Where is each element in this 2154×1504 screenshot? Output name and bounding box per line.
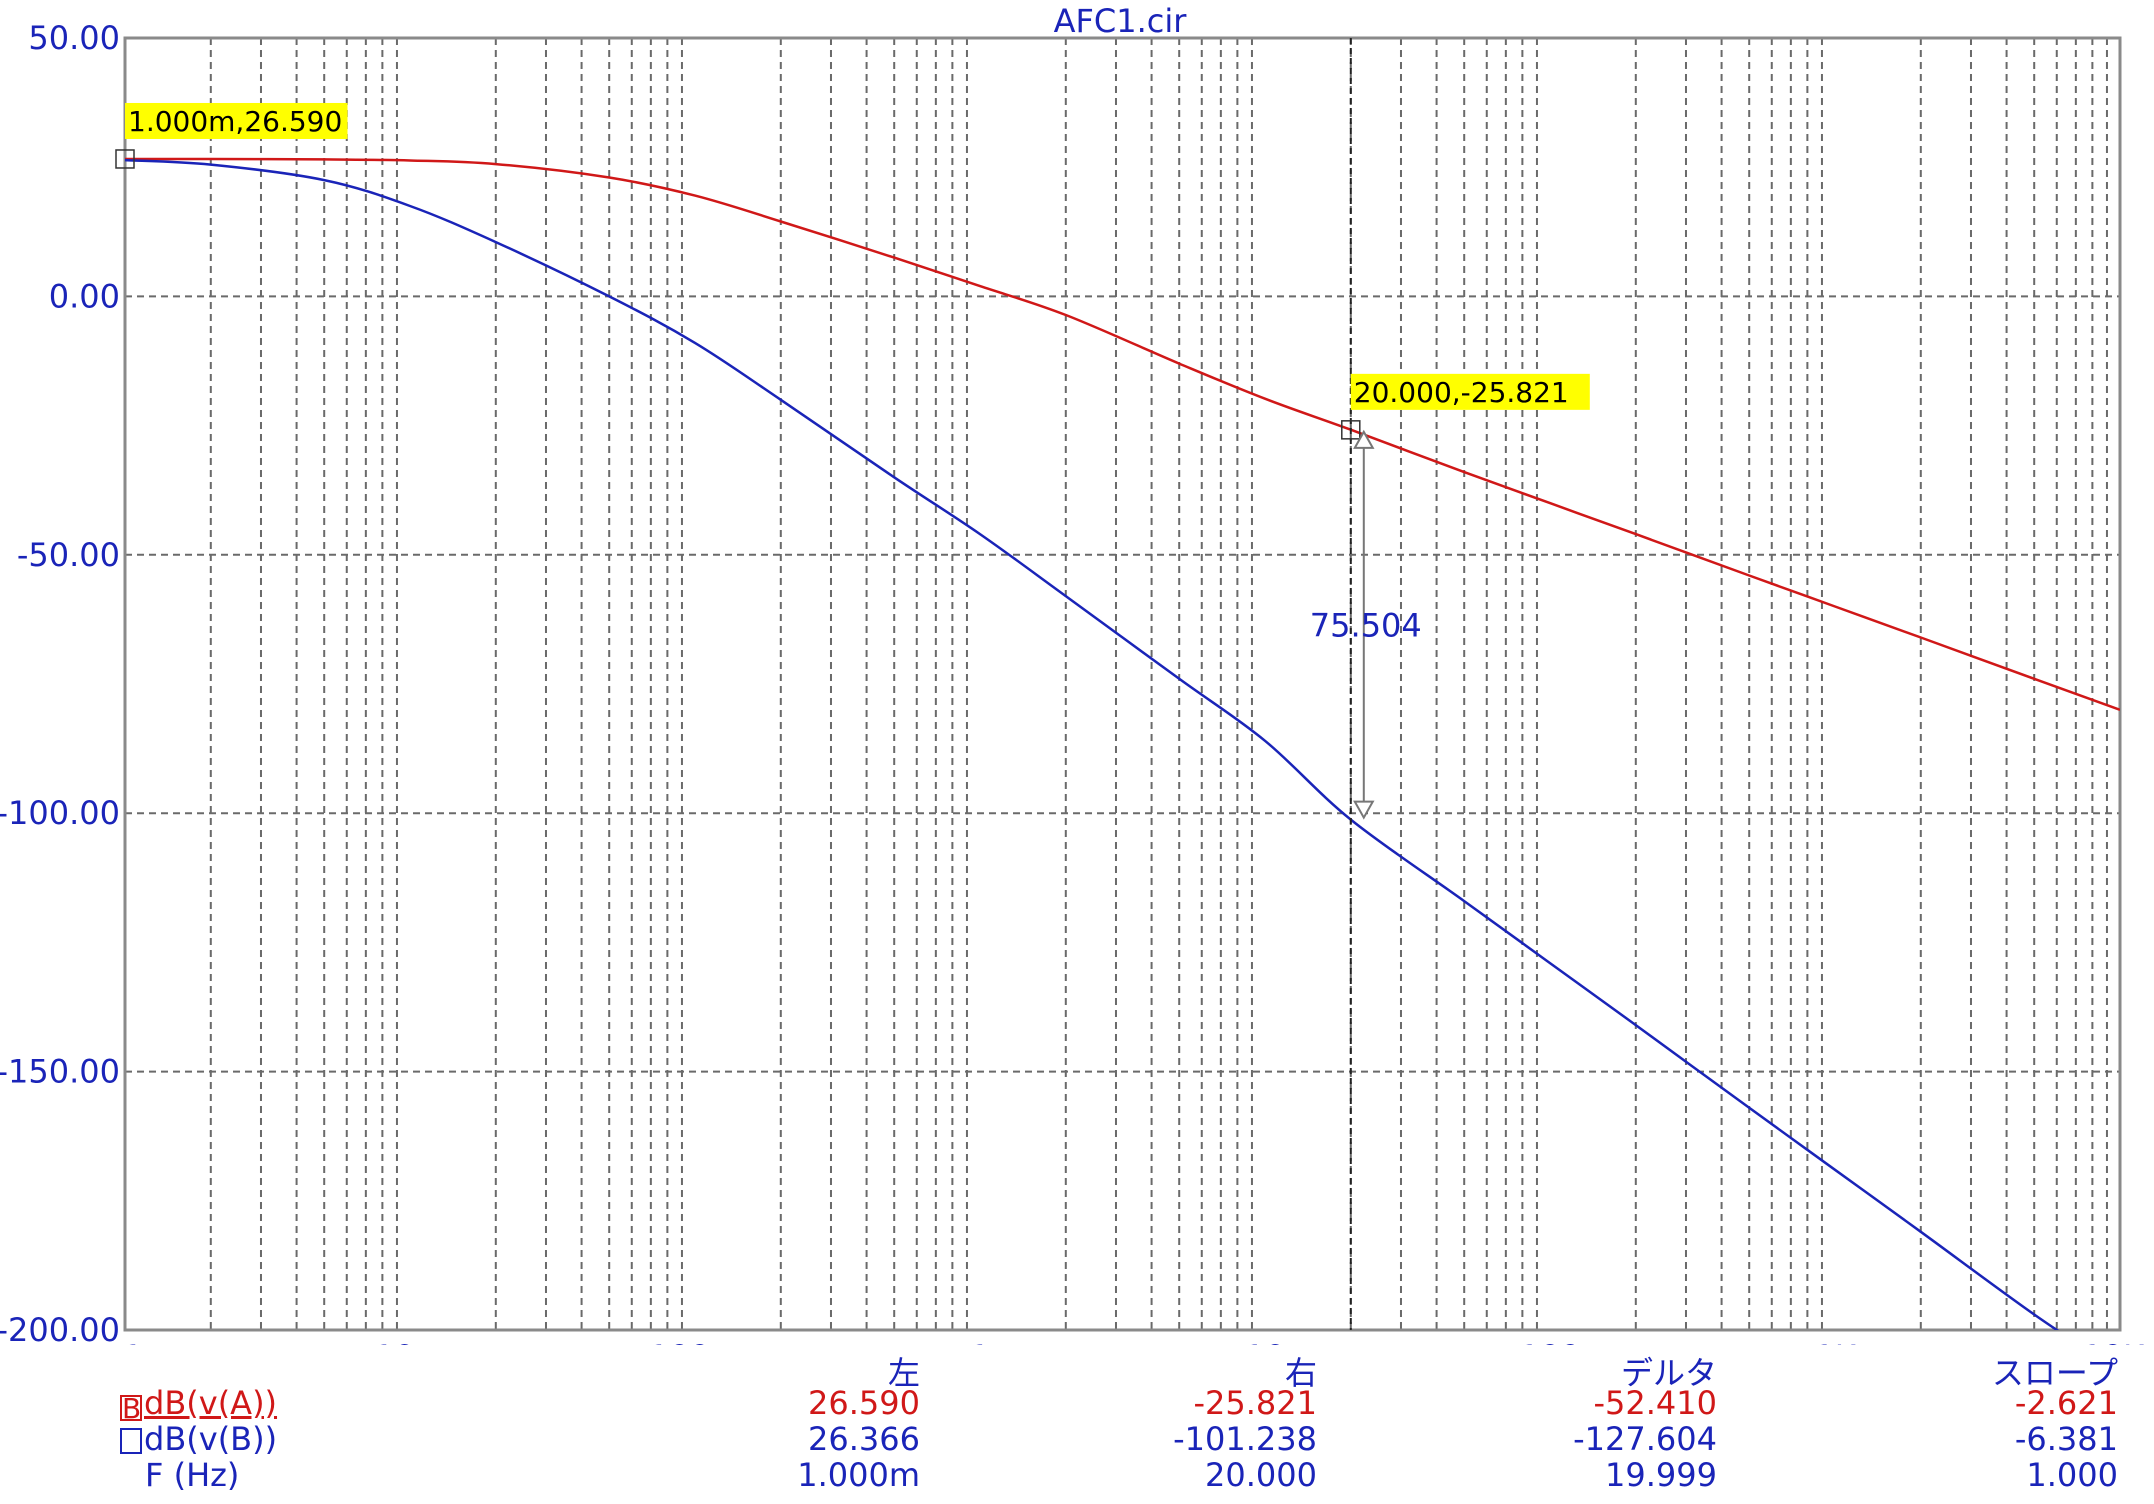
chart-title: AFC1.cir xyxy=(1054,2,1188,40)
series-line-b xyxy=(125,158,2060,1330)
y-tick-label: 0.00 xyxy=(49,277,120,315)
table-header-left: 左 xyxy=(887,1354,920,1392)
y-tick-label: 50.00 xyxy=(28,19,120,57)
table-header-slope: スロープ xyxy=(1991,1354,2118,1392)
trace-a-label: dB(v(A)) xyxy=(144,1384,278,1422)
trace-a-marker[interactable]: B xyxy=(120,1392,142,1425)
x-tick-label: 100m xyxy=(649,1338,741,1345)
y-tick-label: -200.00 xyxy=(0,1311,120,1345)
table-row-a-slope: -2.621 xyxy=(2014,1384,2118,1422)
plot-frame xyxy=(123,36,2122,1332)
cursor-readout-table: 左 右 デルタ スロープ BdB(v(A)) 26.590 -25.821 -5… xyxy=(0,1348,2154,1498)
table-row-f-delta: 19.999 xyxy=(1605,1456,1717,1494)
y-axis-ticks: 50.00 0.00 -50.00 -100.00 -150.00 -200.00 xyxy=(0,19,120,1345)
table-row-a-left: 26.590 xyxy=(808,1384,920,1422)
chart-plot: AFC1.cir 50.00 0.00 -50.00 -100.00 -150.00 -2… xyxy=(0,2,2145,1345)
series-lines xyxy=(125,157,2120,1330)
x-tick-label: 10K xyxy=(2082,1338,2145,1345)
table-row-a-delta: -52.410 xyxy=(1593,1384,1717,1422)
table-row-b-left: 26.366 xyxy=(808,1420,920,1458)
trace-b-label: dB(v(B)) xyxy=(144,1420,278,1458)
table-row-b-right: -101.238 xyxy=(1173,1420,1317,1458)
table-header-right: 右 xyxy=(1284,1354,1317,1392)
y-tick-label: -100.00 xyxy=(0,794,120,832)
x-tick-label: 1m xyxy=(123,1338,175,1345)
x-axis-ticks: 1m 10m 100m 1 10 100 1K 10K xyxy=(123,1338,2145,1345)
table-row-label-b[interactable]: dB(v(B)) xyxy=(120,1420,277,1458)
x-tick-label: 10 xyxy=(1245,1338,1286,1345)
x-tick-label: 10m xyxy=(374,1338,446,1345)
y-tick-label: -50.00 xyxy=(17,536,120,574)
cursor-label-text: 1.000m,26.590 xyxy=(128,105,342,138)
cursor-label-box xyxy=(1350,373,1590,410)
cursor-label-text: 20.000,-25.821 xyxy=(1354,376,1569,409)
table-header-delta: デルタ xyxy=(1620,1354,1717,1392)
table-row-a-right: -25.821 xyxy=(1193,1384,1317,1422)
y-tick-label: -150.00 xyxy=(0,1053,120,1091)
x-tick-label: 1K xyxy=(1814,1338,1856,1345)
trace-b-marker[interactable] xyxy=(120,1428,142,1454)
table-row-f-left: 1.000m xyxy=(797,1456,920,1494)
cursor-marker xyxy=(1341,420,1361,440)
cursor-label-box xyxy=(125,102,348,139)
delta-value-label: 75.504 xyxy=(1310,607,1422,645)
delta-arrow-up xyxy=(1353,429,1375,449)
delta-arrow-down xyxy=(1353,800,1375,820)
table-row-b-delta: -127.604 xyxy=(1573,1420,1717,1458)
series-line-a xyxy=(125,157,2120,711)
annotations: 1.000m,26.590 20.000,-25.821 75.504 xyxy=(115,38,1590,1330)
table-row-f-right: 20.000 xyxy=(1205,1456,1317,1494)
table-row-b-slope: -6.381 xyxy=(2014,1420,2118,1458)
cursor-marker xyxy=(115,149,135,169)
table-row-label-f: F (Hz) xyxy=(145,1456,240,1494)
table-row-f-slope: 1.000 xyxy=(2026,1456,2118,1494)
x-tick-label: 100 xyxy=(1519,1338,1580,1345)
table-row-label-a[interactable]: BdB(v(A)) xyxy=(120,1384,278,1425)
grid-lines xyxy=(125,38,2120,1330)
x-tick-label: 1 xyxy=(970,1338,990,1345)
